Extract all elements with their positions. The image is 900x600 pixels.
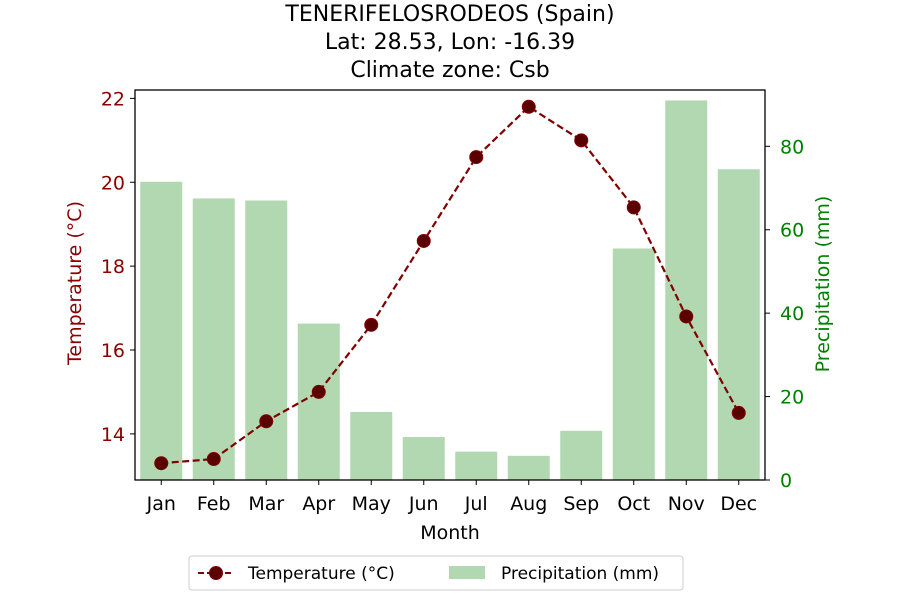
temp-point-jan: [154, 456, 169, 471]
precip-bar-aug: [507, 455, 550, 480]
y-axis-right: 0 20 40 60 80: [765, 136, 804, 492]
x-axis-label: Month: [420, 522, 480, 544]
temp-point-oct: [626, 200, 641, 215]
precip-bar-jan: [140, 181, 183, 480]
y-right-tick-label: 0: [780, 470, 792, 492]
precip-bar-jul: [455, 451, 498, 480]
temp-point-jun: [416, 233, 431, 248]
title-line-3: Climate zone: Csb: [350, 58, 549, 83]
y-right-tick-label: 40: [780, 303, 804, 325]
temperature-line: [154, 99, 746, 471]
legend-temperature-label: Temperature (°C): [247, 564, 395, 584]
plot-frame: [134, 89, 766, 481]
y-right-tick-label: 80: [780, 136, 804, 158]
y-left-tick-label: 16: [101, 340, 125, 362]
x-tick-label: Nov: [668, 493, 705, 515]
y-left-tick-label: 18: [101, 256, 125, 278]
y-right-tick-label: 60: [780, 220, 804, 242]
x-tick-label: Mar: [248, 493, 284, 515]
x-tick-label: Jul: [464, 493, 488, 515]
precip-bar-apr: [297, 323, 340, 480]
temp-point-feb: [206, 452, 221, 467]
temp-point-aug: [521, 99, 536, 114]
y-left-tick-label: 20: [101, 172, 125, 194]
legend-precipitation-swatch: [449, 566, 485, 579]
precip-bar-feb: [192, 198, 235, 480]
legend-temperature-marker: [209, 566, 223, 580]
x-tick-label: Jan: [146, 493, 176, 515]
legend-precipitation-label: Precipitation (mm): [501, 564, 659, 584]
title-line-1: TENERIFELOSRODEOS (Spain): [284, 2, 614, 27]
precip-bar-sep: [560, 430, 603, 480]
y-left-tick-label: 14: [101, 424, 125, 446]
temp-point-nov: [679, 309, 694, 324]
precip-bar-nov: [665, 100, 708, 481]
temperature-series-line: [161, 105, 740, 465]
y-axis-left: 14 16 18 20 22: [101, 88, 135, 446]
temp-point-mar: [259, 414, 274, 429]
temp-point-apr: [311, 384, 326, 399]
x-tick-label: Dec: [720, 493, 757, 515]
chart-title: TENERIFELOSRODEOS (Spain) Lat: 28.53, Lo…: [284, 2, 614, 83]
precip-bar-jun: [402, 437, 445, 480]
x-tick-label: Jun: [408, 493, 439, 515]
x-tick-label: Feb: [197, 493, 231, 515]
temp-point-dec: [731, 405, 746, 420]
precipitation-bars: [140, 100, 760, 481]
x-tick-label: Aug: [510, 493, 547, 515]
x-tick-label: Sep: [563, 493, 599, 515]
legend-box: [188, 555, 684, 591]
x-tick-label: May: [352, 493, 391, 515]
temp-point-may: [364, 317, 379, 332]
title-line-2: Lat: 28.53, Lon: -16.39: [325, 30, 575, 55]
y-left-tick-label: 22: [101, 88, 125, 110]
x-tick-label: Oct: [617, 493, 650, 515]
precip-bar-dec: [717, 169, 760, 480]
y-axis-right-label: Precipitation (mm): [812, 196, 834, 373]
temp-point-jul: [469, 150, 484, 165]
y-axis-left-label: Temperature (°C): [64, 201, 86, 366]
temp-point-sep: [574, 133, 589, 148]
x-axis: Jan Feb Mar Apr May Jun Jul Aug Sep Oct Nov Dec: [146, 480, 757, 515]
precip-bar-may: [350, 412, 393, 480]
legend: Temperature (°C) Precipitation (mm): [188, 555, 684, 591]
y-right-tick-label: 20: [780, 387, 804, 409]
precip-bar-mar: [245, 200, 288, 480]
x-tick-label: Apr: [302, 493, 335, 515]
precip-bar-oct: [612, 248, 655, 480]
